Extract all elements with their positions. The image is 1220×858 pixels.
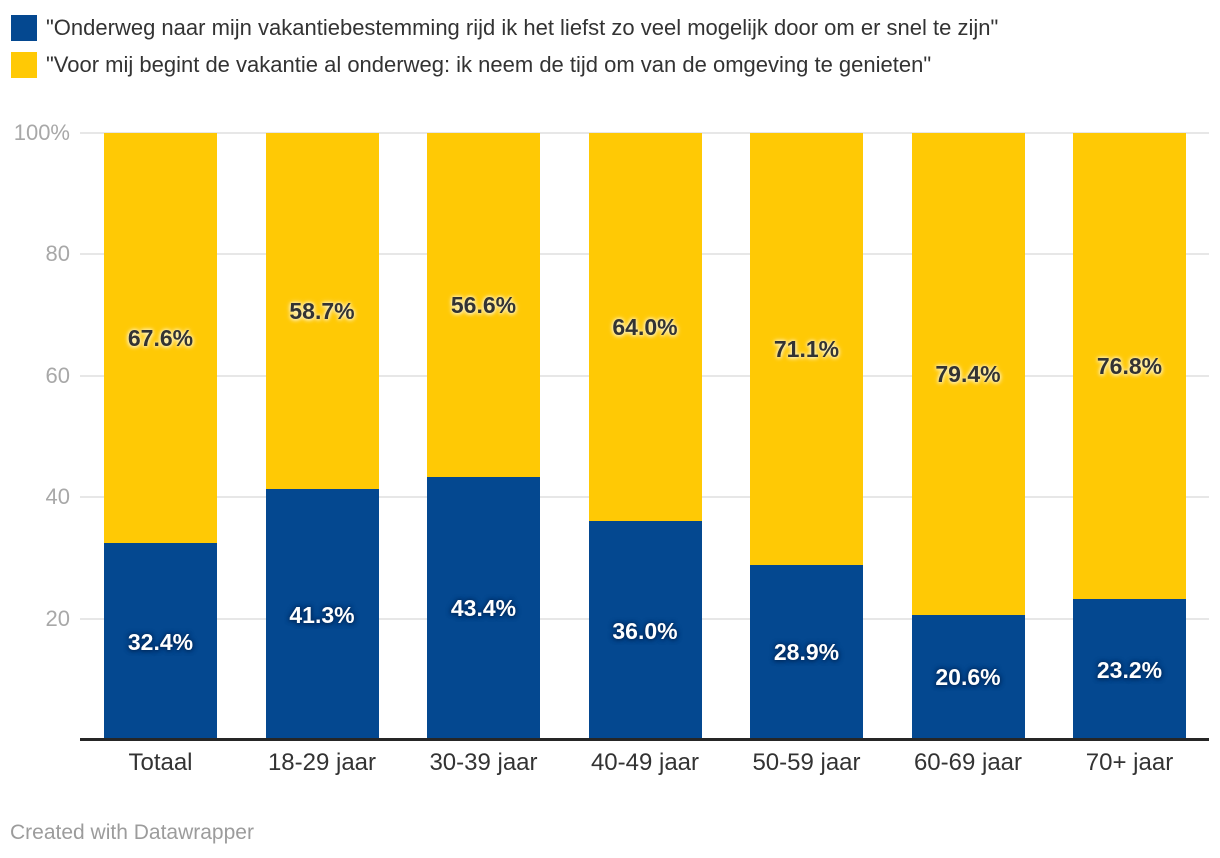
x-category-label: 40-49 jaar [590, 749, 700, 776]
value-label: 64.0% [612, 314, 678, 341]
segment-enjoy-journey: 58.7% [265, 133, 379, 490]
bar-30-39-jaar: 56.6% 43.4% [427, 133, 540, 740]
legend-swatch-blue-icon [11, 15, 37, 41]
legend-item-enjoy-journey: "Voor mij begint de vakantie al onderweg… [11, 52, 998, 78]
x-category-label: 18-29 jaar [267, 749, 377, 776]
segment-enjoy-journey: 79.4% [911, 133, 1025, 615]
value-label: 71.1% [773, 335, 840, 362]
bar-totaal: 67.6% 32.4% [104, 133, 217, 740]
value-label: 79.4% [935, 360, 1001, 387]
x-category-label: 30-39 jaar [429, 749, 538, 776]
segment-fast-drivers: 32.4% [104, 543, 217, 740]
bar-18-29-jaar: 58.7% 41.3% [265, 133, 379, 740]
value-label: 32.4% [127, 628, 194, 655]
x-category-label: 50-59 jaar [752, 749, 861, 776]
x-category-label: Totaal [128, 749, 193, 776]
footer-credit: Created with Datawrapper [10, 821, 254, 844]
segment-enjoy-journey: 64.0% [588, 133, 702, 522]
segment-enjoy-journey: 76.8% [1073, 133, 1186, 600]
y-tick-label-80: 80 [45, 241, 70, 267]
x-category-label: 60-69 jaar [913, 749, 1023, 776]
value-label: 56.6% [450, 291, 517, 318]
legend-swatch-yellow-icon [11, 52, 37, 78]
legend-label: "Onderweg naar mijn vakantiebestemming r… [46, 15, 999, 40]
bar-60-69-jaar: 79.4% 20.6% [911, 133, 1025, 740]
segment-fast-drivers: 23.2% [1073, 599, 1186, 740]
segment-enjoy-journey: 56.6% [427, 133, 540, 477]
plot-area: 67.6% 32.4% 58.7% 41.3% 56.6% 43.4% 64.0% 36.0%… [80, 132, 1209, 740]
segment-fast-drivers: 43.4% [427, 476, 540, 740]
value-label: 76.8% [1096, 353, 1163, 380]
legend-label: "Voor mij begint de vakantie al onderweg… [46, 52, 932, 77]
y-tick-label-60: 60 [45, 362, 70, 388]
value-label: 36.0% [612, 617, 678, 644]
value-label: 67.6% [127, 325, 194, 352]
segment-fast-drivers: 28.9% [750, 564, 863, 740]
y-tick-label-20: 20 [45, 605, 70, 631]
legend: "Onderweg naar mijn vakantiebestemming r… [11, 15, 998, 89]
x-axis-line [80, 738, 1209, 741]
value-label: 20.6% [935, 664, 1001, 691]
value-label: 43.4% [450, 595, 517, 622]
value-label: 28.9% [773, 639, 840, 666]
bar-70+-jaar: 76.8% 23.2% [1073, 133, 1186, 740]
segment-fast-drivers: 36.0% [588, 521, 702, 740]
y-tick-label-100: 100% [13, 120, 70, 145]
value-label: 23.2% [1096, 656, 1163, 683]
value-label: 41.3% [289, 601, 355, 628]
value-label: 58.7% [289, 298, 355, 325]
segment-enjoy-journey: 71.1% [750, 133, 863, 565]
x-category-label: 70+ jaar [1085, 749, 1174, 776]
legend-item-fast-drivers: "Onderweg naar mijn vakantiebestemming r… [11, 15, 998, 41]
bar-40-49-jaar: 64.0% 36.0% [588, 133, 702, 740]
segment-enjoy-journey: 67.6% [104, 133, 217, 544]
bar-50-59-jaar: 71.1% 28.9% [750, 133, 863, 740]
y-tick-label-40: 40 [45, 484, 70, 510]
segment-fast-drivers: 41.3% [265, 489, 379, 740]
segment-fast-drivers: 20.6% [911, 614, 1025, 740]
